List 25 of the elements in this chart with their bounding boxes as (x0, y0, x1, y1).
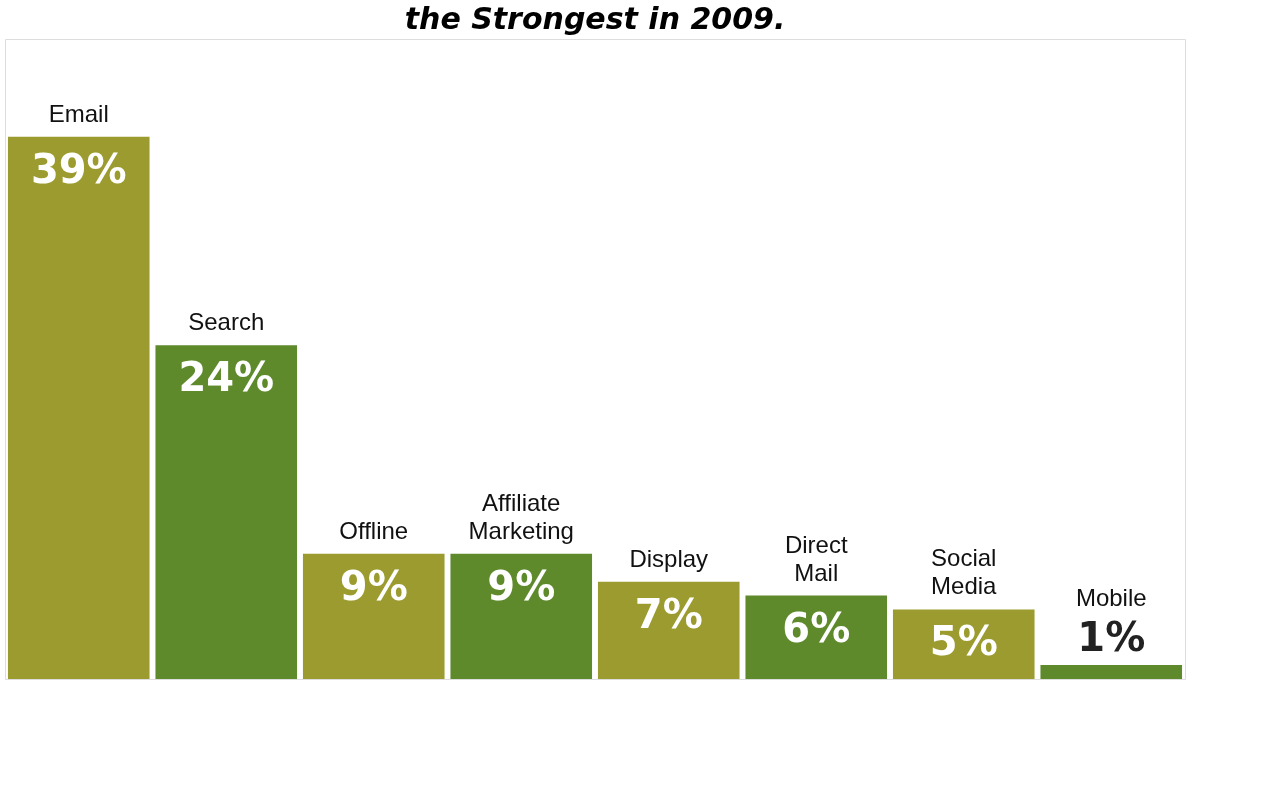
data-label: 5% (929, 618, 998, 665)
bar (302, 553, 445, 679)
bar (155, 345, 298, 679)
bar (450, 553, 593, 679)
x-tick-label: Social Media (931, 544, 998, 600)
bar (1040, 665, 1183, 679)
x-tick-label: Email (48, 99, 109, 127)
bar (745, 595, 888, 679)
x-tick-label: Mobile (1075, 584, 1147, 612)
data-label: 9% (487, 562, 556, 609)
x-tick-label: Search (188, 308, 265, 336)
x-tick-label: Direct Mail (784, 530, 848, 586)
data-label: 39% (30, 145, 127, 192)
x-tick-label: Display (629, 544, 709, 572)
x-tick-label: Affiliate Marketing (468, 488, 574, 544)
x-tick-label: Offline (339, 516, 409, 544)
data-label: 24% (178, 354, 275, 401)
bar (7, 136, 150, 679)
data-label: 1% (1077, 614, 1146, 661)
bar (892, 609, 1035, 679)
data-label: 6% (782, 604, 851, 651)
bar (597, 581, 740, 679)
data-label: 7% (634, 590, 703, 637)
chart-title: the Strongest in 2009. (404, 1, 786, 36)
data-label: 9% (339, 562, 408, 609)
